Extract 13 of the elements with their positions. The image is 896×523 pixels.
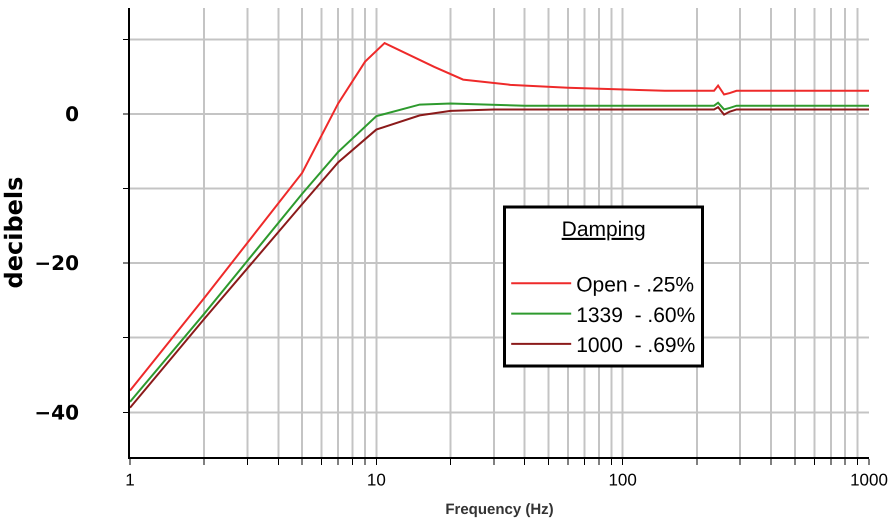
x-tick-label: 100 (608, 470, 637, 490)
y-tick-label: −40 (34, 400, 79, 424)
x-axis-title: Frequency (Hz) (445, 500, 554, 518)
legend-label: 1000 - .69% (576, 334, 696, 358)
x-tick-label: 10 (366, 470, 386, 490)
y-tick-label: −20 (34, 251, 79, 276)
y-axis-title: decibels (0, 176, 28, 288)
legend-label: Open - .25% (576, 274, 694, 296)
y-tick-label: 0 (65, 102, 79, 126)
x-tick-label: 1000 (850, 470, 888, 490)
legend-label: 1339 - .60% (576, 304, 696, 327)
legend-title: Damping (562, 218, 646, 241)
x-tick-label: 1 (125, 470, 135, 490)
